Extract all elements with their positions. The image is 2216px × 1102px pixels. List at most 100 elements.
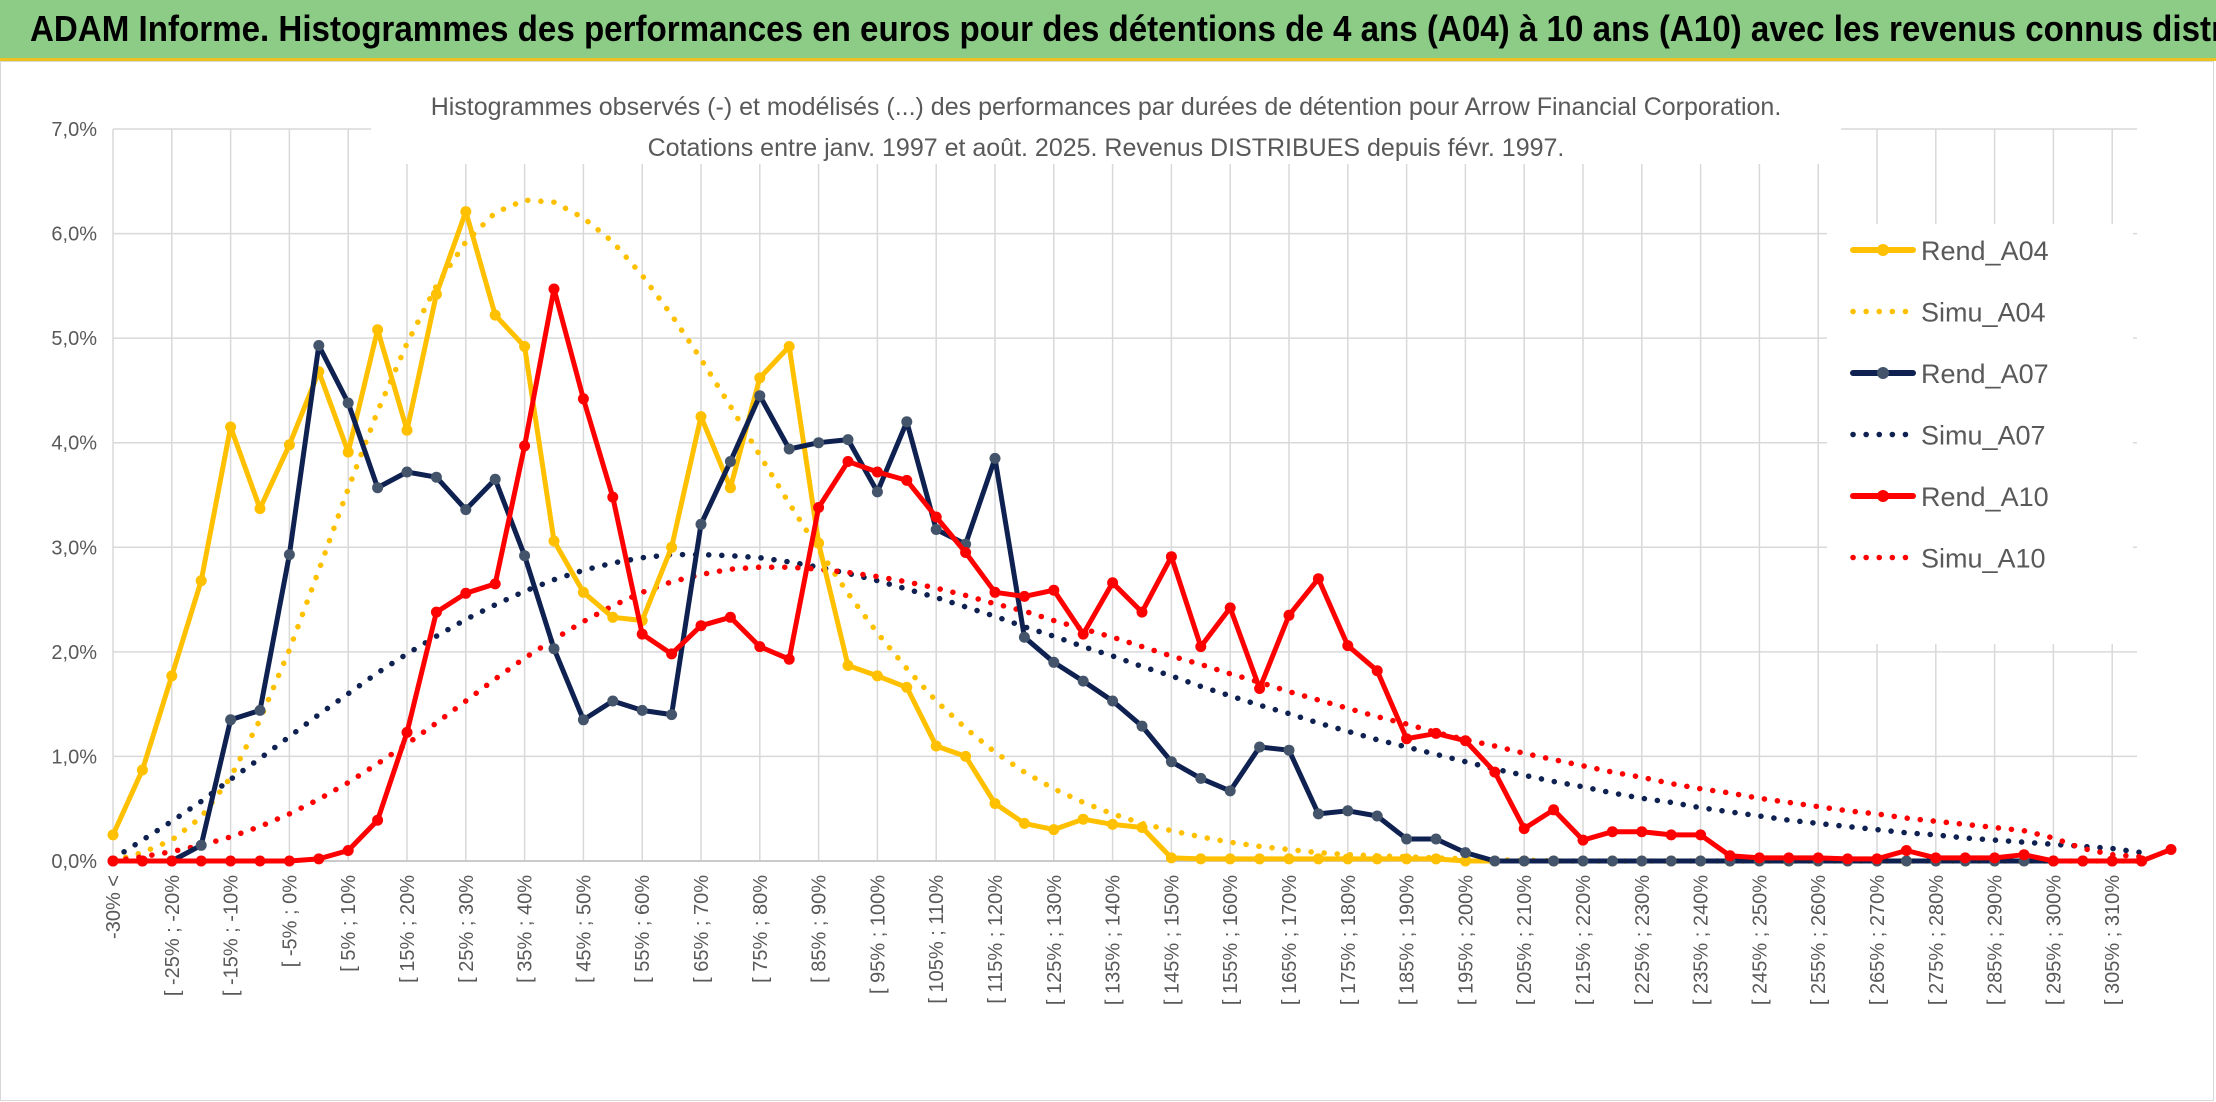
data-point — [1371, 853, 1383, 865]
data-point — [1224, 785, 1236, 797]
series-Rend_A10 — [107, 283, 2177, 867]
data-point — [1518, 855, 1530, 867]
data-point — [1401, 733, 1413, 745]
x-tick-label: [ 225% ; 230% — [1632, 875, 1654, 1005]
data-point — [372, 324, 384, 336]
data-point — [460, 504, 472, 516]
data-point — [548, 535, 560, 547]
data-point — [519, 440, 531, 452]
data-point — [1871, 853, 1883, 865]
data-point — [813, 502, 825, 513]
data-point — [783, 443, 795, 455]
legend-label: Simu_A07 — [1921, 421, 2046, 451]
data-point — [430, 288, 442, 300]
series-line — [110, 564, 2145, 864]
data-point — [1371, 810, 1383, 822]
data-point — [548, 643, 560, 655]
x-tick-label: [ 185% ; 190% — [1397, 875, 1419, 1005]
x-tick-label: [ -25% ; -20% — [162, 875, 184, 996]
data-point — [1254, 853, 1266, 865]
data-point — [695, 411, 707, 423]
data-point — [2136, 855, 2148, 867]
data-point — [1048, 584, 1060, 596]
data-point — [1195, 853, 1207, 865]
data-point — [489, 309, 501, 321]
data-point — [2077, 855, 2089, 867]
data-point — [871, 670, 883, 682]
series-line — [110, 343, 2145, 864]
data-point — [1312, 853, 1324, 865]
data-point — [842, 660, 854, 671]
x-tick-label: [ 195% ; 200% — [1455, 875, 1477, 1005]
data-point — [1724, 850, 1736, 862]
x-tick-label: [ 175% ; 180% — [1338, 875, 1360, 1005]
data-point — [1518, 823, 1530, 835]
data-point — [1254, 683, 1266, 694]
data-point — [1254, 741, 1266, 753]
data-point — [1753, 852, 1765, 864]
data-point — [1401, 833, 1413, 845]
y-tick-label: 0,0% — [51, 851, 97, 873]
data-point — [1136, 822, 1148, 833]
data-point — [430, 471, 442, 483]
data-point — [254, 503, 266, 515]
legend-label: Rend_A10 — [1921, 482, 2049, 512]
x-tick-label: [ 105% ; 110% — [926, 875, 948, 1004]
data-point — [1136, 606, 1148, 618]
legend-item: Simu_A07 — [1850, 421, 2046, 451]
data-point — [783, 341, 795, 352]
data-point — [989, 452, 1001, 464]
data-point — [1665, 829, 1677, 841]
data-point — [2018, 849, 2030, 861]
data-point — [754, 390, 766, 402]
data-point — [1224, 602, 1236, 614]
legend-item: Simu_A10 — [1850, 544, 2046, 574]
chart-title-block: Histogrammes observés (-) et modélisés (… — [371, 86, 1841, 164]
data-point — [283, 855, 295, 867]
x-tick-label: [ 85% ; 90% — [809, 875, 831, 983]
chart-subtitle: Cotations entre janv. 1997 et août. 2025… — [648, 134, 1565, 162]
data-point — [1165, 852, 1177, 864]
data-point — [166, 670, 178, 682]
data-point — [489, 473, 501, 485]
data-point — [901, 681, 913, 693]
x-tick-label: [ 75% ; 80% — [750, 875, 772, 983]
data-point — [136, 855, 148, 867]
data-point — [2047, 855, 2059, 867]
data-point — [1342, 853, 1354, 865]
data-point — [813, 537, 825, 549]
data-point — [1430, 833, 1442, 845]
data-point — [1077, 813, 1089, 825]
data-point — [283, 439, 295, 451]
data-point — [783, 653, 795, 665]
data-point — [283, 549, 295, 561]
data-point — [1165, 551, 1177, 563]
x-tick-label: [ 125% ; 130% — [1044, 875, 1066, 1005]
data-point — [1459, 855, 1471, 867]
data-point — [1077, 675, 1089, 687]
data-point — [1930, 852, 1942, 864]
legend: Rend_A04 Simu_A04 Rend_A07 Simu_A07 Rend_A10… — [1827, 224, 2133, 644]
x-axis: -30% < [ -25% ; -20% [ -15% ; -10% [ -5% ; … — [103, 875, 2124, 1005]
data-point — [107, 855, 119, 867]
data-point — [666, 709, 678, 721]
data-point — [930, 740, 942, 752]
data-point — [989, 798, 1001, 809]
data-point — [577, 714, 589, 726]
data-point — [1989, 852, 2001, 864]
data-point — [577, 393, 589, 405]
data-point — [1195, 641, 1207, 653]
data-point — [401, 726, 413, 738]
x-tick-label: [ 145% ; 150% — [1161, 875, 1183, 1005]
data-point — [313, 340, 325, 351]
data-point — [1812, 852, 1824, 864]
data-point — [195, 855, 207, 867]
data-point — [636, 704, 648, 716]
series-group — [107, 197, 2177, 867]
data-point — [1842, 853, 1854, 865]
data-point — [871, 486, 883, 498]
legend-marker — [1877, 367, 1889, 379]
data-point — [754, 641, 766, 653]
data-point — [1283, 744, 1295, 756]
data-point — [989, 586, 1001, 598]
